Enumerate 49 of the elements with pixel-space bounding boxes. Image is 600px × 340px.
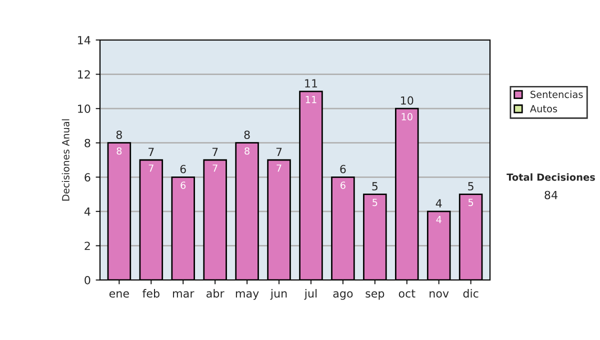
text: 84	[544, 190, 558, 200]
data-label: 7	[276, 164, 282, 172]
x-tick-label: jun	[270, 289, 287, 300]
x-tick-label: feb	[142, 289, 160, 298]
y-axis-title: Decisiones Anual	[62, 119, 70, 201]
data-label: 8	[116, 147, 122, 155]
x-tick-label: may	[236, 291, 259, 300]
data-label: 6	[340, 182, 346, 189]
total-label: 7	[212, 148, 218, 156]
x-tick-label: dic	[463, 289, 478, 298]
total-label: 8	[244, 130, 250, 139]
total-label: 8	[116, 130, 122, 139]
y-tick-label: 2	[84, 242, 90, 250]
data-label: 5	[372, 198, 378, 206]
legend-label: Sentencias	[530, 90, 583, 98]
total-label: 7	[148, 148, 154, 156]
total-label: 4	[436, 199, 442, 208]
data-label: 11	[306, 96, 316, 104]
y-tick-label: 12	[78, 70, 90, 79]
total-label: 10	[401, 96, 414, 105]
total-label: 5	[372, 182, 378, 190]
data-label: 8	[244, 147, 250, 155]
x-tick-label: sep	[366, 291, 384, 300]
legend-label: Autos	[530, 105, 558, 112]
x-tick-label: abr	[206, 289, 224, 298]
x-tick-label: ago	[333, 291, 353, 300]
y-tick-label: 10	[78, 104, 90, 113]
data-label: 6	[180, 182, 186, 189]
data-label: 4	[436, 216, 442, 224]
data-label: 7	[212, 164, 218, 172]
x-tick-label: nov	[430, 291, 449, 298]
y-tick-label: 14	[78, 36, 90, 44]
total-label: 6	[180, 164, 186, 174]
data-label: 7	[148, 164, 154, 172]
x-tick-label: oct	[398, 290, 416, 298]
x-tick-label: mar	[173, 291, 194, 298]
y-tick-label: 4	[84, 208, 90, 216]
y-tick-label: 8	[84, 138, 90, 148]
total-label: 7	[276, 148, 282, 156]
total-label: 6	[340, 164, 346, 174]
y-tick-label: 6	[84, 173, 90, 182]
text: Total Decisiones	[506, 173, 595, 181]
total-label: 11	[305, 79, 318, 88]
x-tick-label: ene	[109, 291, 129, 298]
y-tick-label: 0	[84, 276, 90, 284]
x-tick-label: jul	[304, 289, 317, 300]
data-label: 10	[402, 113, 412, 120]
data-label: 5	[468, 198, 474, 206]
total-label: 5	[468, 182, 474, 190]
